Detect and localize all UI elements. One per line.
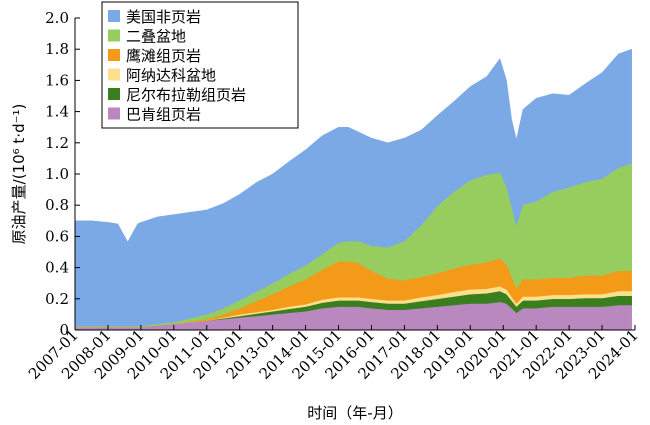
y-tick-label: 1.4 xyxy=(45,103,69,121)
legend-swatch xyxy=(108,29,120,42)
area-layers xyxy=(74,48,632,331)
legend-label: 二叠盆地 xyxy=(126,28,186,46)
legend-swatch xyxy=(108,10,120,22)
legend-swatch xyxy=(108,88,120,100)
area-series-5 xyxy=(74,48,632,327)
legend-label: 美国非页岩 xyxy=(126,8,201,26)
y-tick-label: 0.4 xyxy=(45,259,69,277)
y-tick-label: 1.0 xyxy=(45,165,69,183)
y-axis-ticks: 0 0.2 0.4 0.6 0.8 1.0 1.2 1.4 1.6 1.8 2.0 xyxy=(45,9,80,339)
legend-swatch xyxy=(108,49,120,61)
y-axis-title: 原油产量/(10⁶ t·d⁻¹) xyxy=(10,104,28,245)
x-axis-title: 时间（年-月） xyxy=(307,404,402,422)
y-tick-label: 1.8 xyxy=(45,40,69,58)
x-axis-ticks: 2007-012008-012009-012010-012011-012012-… xyxy=(25,325,642,383)
y-tick-label: 0 xyxy=(59,321,69,339)
y-tick-label: 0.8 xyxy=(45,196,69,214)
y-tick-label: 1.6 xyxy=(45,71,69,89)
legend-label: 鹰滩组页岩 xyxy=(126,47,201,65)
y-tick-label: 2.0 xyxy=(45,9,69,27)
y-tick-label: 1.2 xyxy=(45,134,69,152)
y-tick-label: 0.2 xyxy=(45,290,69,308)
legend-label: 尼尔布拉勒组页岩 xyxy=(126,86,246,104)
legend-label: 巴肯组页岩 xyxy=(126,106,201,124)
y-tick-label: 0.6 xyxy=(45,227,69,245)
legend-frame xyxy=(101,1,299,129)
legend-label: 阿纳达科盆地 xyxy=(126,67,216,85)
legend-swatch xyxy=(108,68,120,81)
legend-swatch xyxy=(108,107,120,120)
